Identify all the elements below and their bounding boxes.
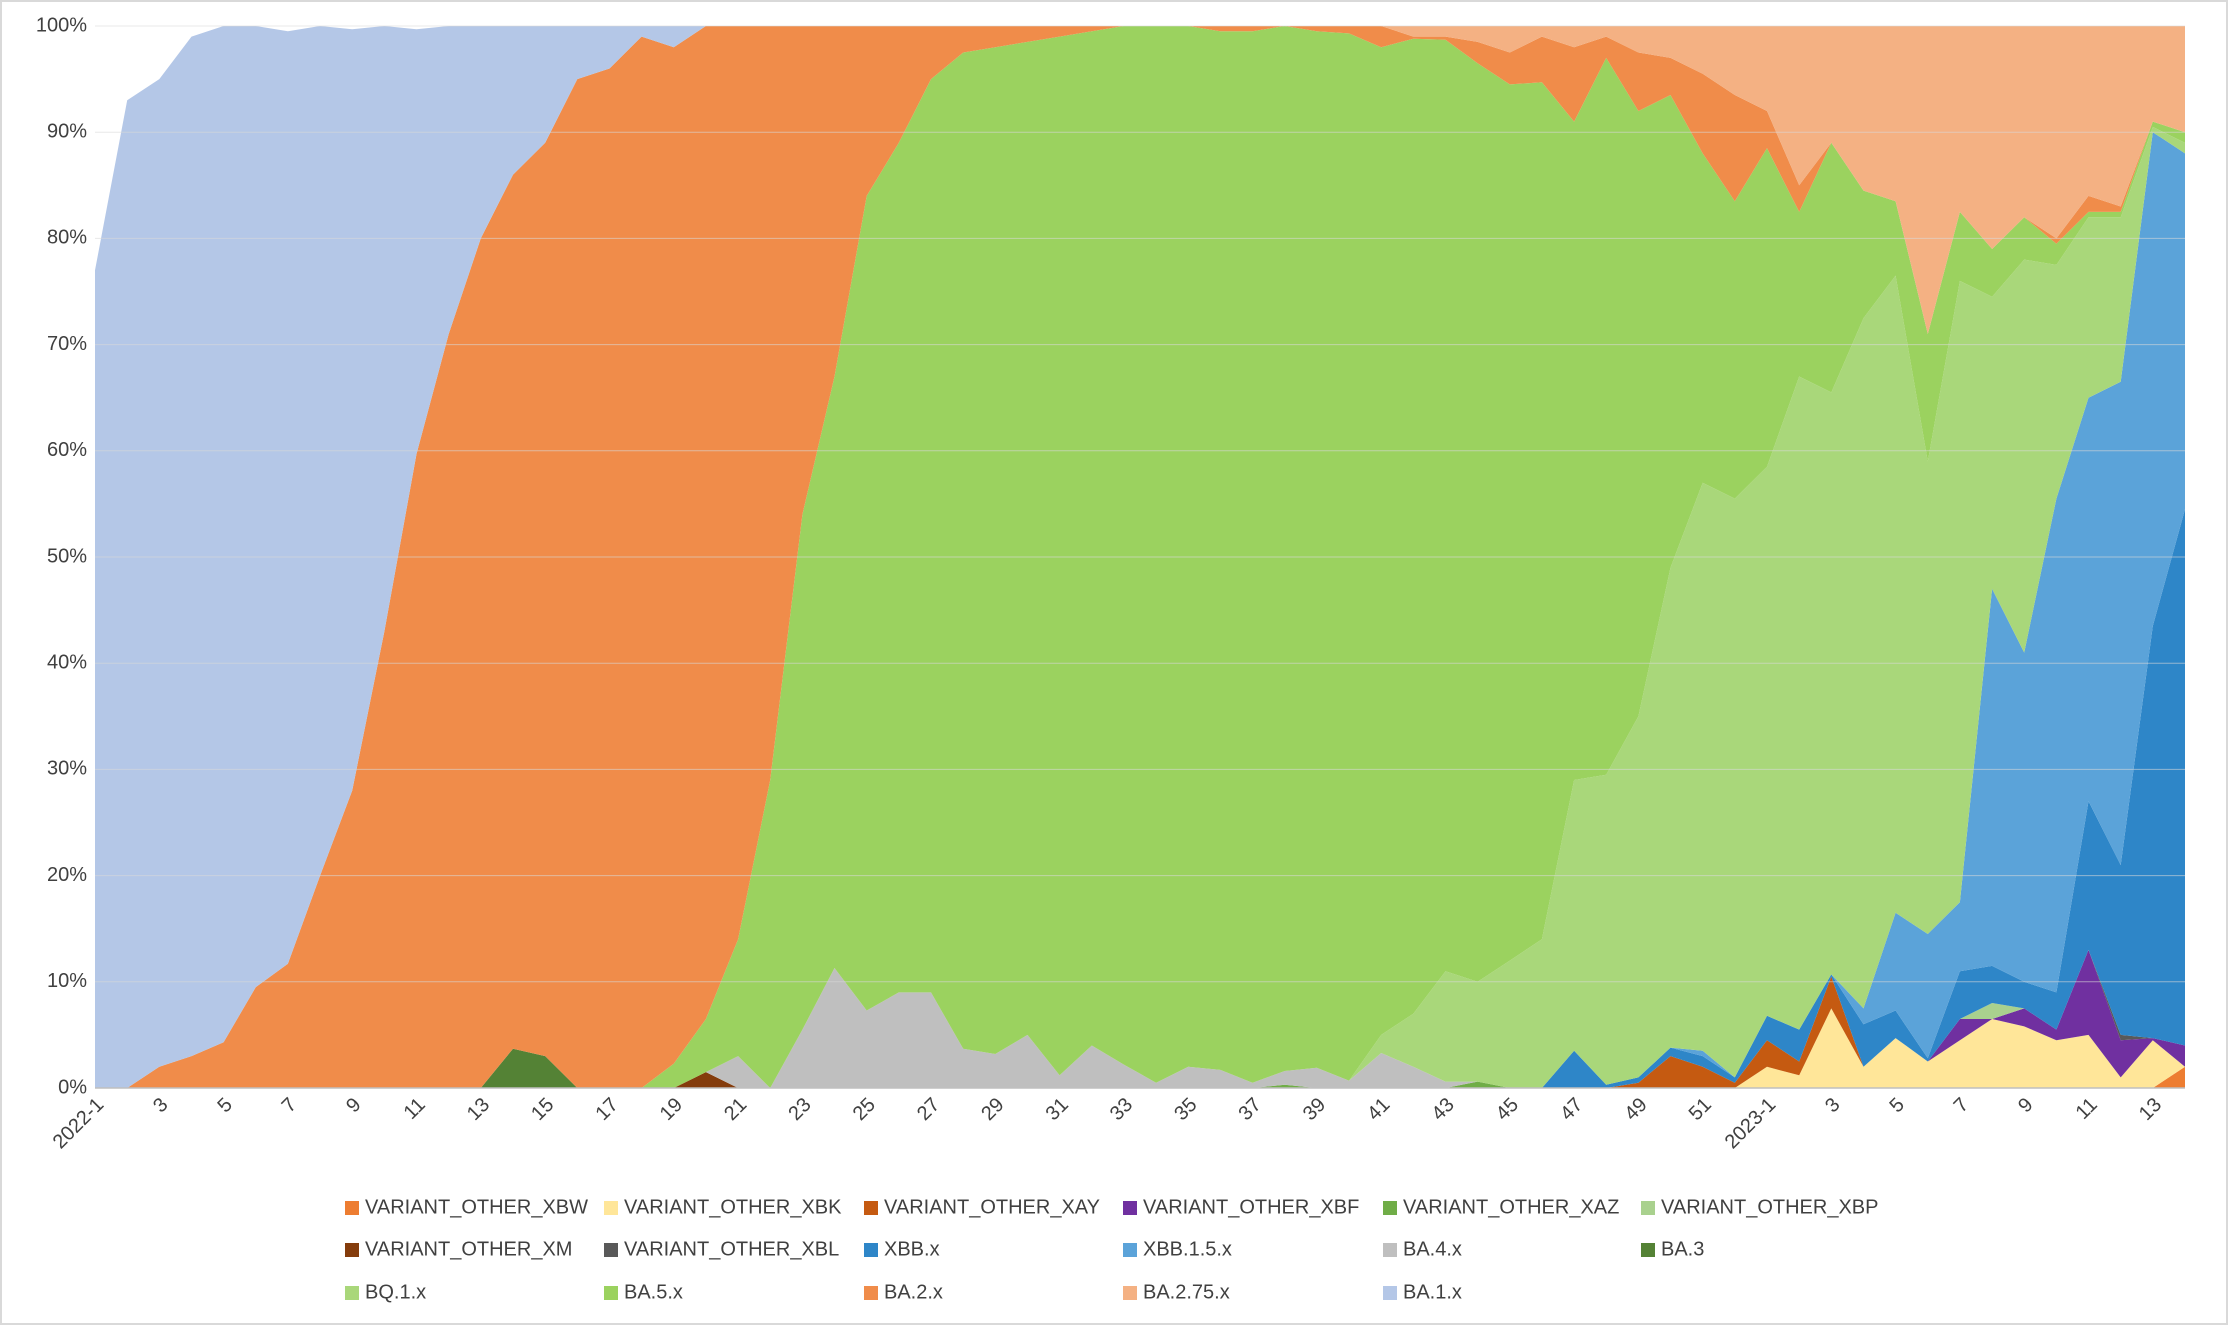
legend-swatch (1383, 1286, 1397, 1300)
legend-label: XBB.1.5.x (1143, 1238, 1232, 1260)
legend-swatch (345, 1243, 359, 1257)
legend-label: VARIANT_OTHER_XAY (884, 1196, 1100, 1218)
y-tick-label: 90% (47, 120, 87, 142)
legend-swatch (604, 1243, 618, 1257)
legend-label: VARIANT_OTHER_XBW (365, 1196, 588, 1218)
legend-label: BA.1.x (1403, 1281, 1462, 1303)
legend-label: VARIANT_OTHER_XM (365, 1238, 572, 1260)
legend-swatch (1383, 1201, 1397, 1215)
y-tick-label: 0% (58, 1076, 87, 1098)
legend-label: VARIANT_OTHER_XAZ (1403, 1196, 1619, 1218)
y-tick-label: 80% (47, 227, 87, 249)
legend-label: BA.3 (1661, 1238, 1704, 1260)
legend-swatch (864, 1286, 878, 1300)
y-tick-label: 20% (47, 864, 87, 886)
area (95, 26, 2185, 1088)
legend-swatch (1123, 1201, 1137, 1215)
area (95, 126, 2185, 1088)
legend-swatch (1123, 1243, 1137, 1257)
area (95, 1008, 2185, 1088)
y-tick-label: 10% (47, 970, 87, 992)
legend-label: BA.2.75.x (1143, 1281, 1230, 1303)
legend-swatch (345, 1286, 359, 1300)
legend-swatch (864, 1201, 878, 1215)
y-tick-label: 100% (36, 14, 87, 36)
legend-label: BA.4.x (1403, 1238, 1462, 1260)
legend-swatch (604, 1201, 618, 1215)
y-tick-label: 40% (47, 651, 87, 673)
legend-label: VARIANT_OTHER_XBP (1661, 1196, 1878, 1218)
legend-label: XBB.x (884, 1238, 940, 1260)
legend-swatch (1641, 1243, 1655, 1257)
legend-label: BA.5.x (624, 1281, 683, 1303)
legend-swatch (1123, 1286, 1137, 1300)
legend-label: VARIANT_OTHER_XBF (1143, 1196, 1359, 1218)
legend-label: VARIANT_OTHER_XBK (624, 1196, 842, 1218)
y-tick-label: 30% (47, 758, 87, 780)
legend-label: BQ.1.x (365, 1281, 426, 1303)
legend-swatch (864, 1243, 878, 1257)
y-tick-label: 70% (47, 333, 87, 355)
legend-swatch (345, 1201, 359, 1215)
legend-label: BA.2.x (884, 1281, 943, 1303)
y-tick-label: 50% (47, 545, 87, 567)
legend-label: VARIANT_OTHER_XBL (624, 1238, 839, 1260)
legend-swatch (1641, 1201, 1655, 1215)
legend-swatch (604, 1286, 618, 1300)
y-tick-label: 60% (47, 439, 87, 461)
legend-swatch (1383, 1243, 1397, 1257)
